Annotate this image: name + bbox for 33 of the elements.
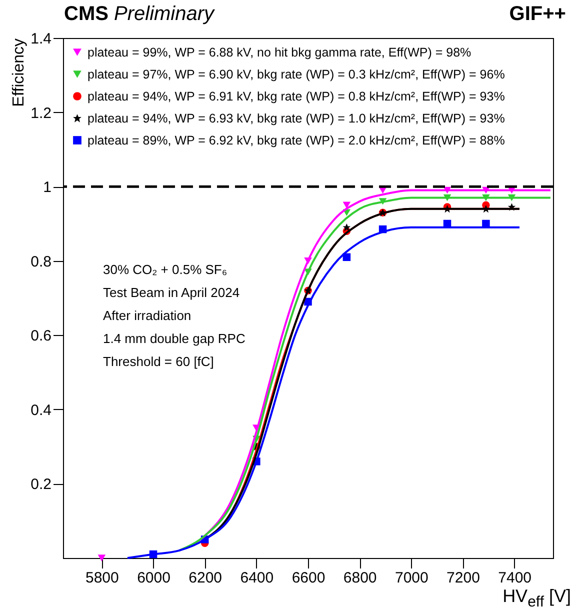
y-tick-label: 0.4 [30,402,52,419]
point [342,224,351,232]
point [98,554,106,562]
x-tick-label: 6400 [240,570,274,586]
y-tick-label: 1 [43,179,52,196]
x-axis-title: HV$_{eff}$ [V] [502,586,571,611]
annotation: After irradiation [103,308,192,323]
x-tick-label: 6200 [188,570,222,586]
y-axis-title: Efficiency [10,38,28,107]
annotation: 1.4 mm double gap RPC [103,331,246,346]
annotation: 30% CO₂ + 0.5% SF₆ [103,262,228,277]
x-tick-label: 7000 [394,570,428,586]
legend-label: plateau = 99%, WP = 6.88 kV, no hit bkg gamma rate, Eff(WP) = 98% [88,45,472,60]
y-tick-label: 0.6 [30,328,52,345]
chart-subtitle: GIF++ [509,3,566,26]
x-tick-label: 7400 [498,570,532,586]
legend-label: plateau = 97%, WP = 6.90 kV, bkg rate (WP) = 0.3 kHz/cm², Eff(WP) = 96% [88,67,505,82]
legend-label: plateau = 94%, WP = 6.91 kV, bkg rate (WP) = 0.8 kHz/cm², Eff(WP) = 93% [88,89,505,104]
x-tick-label: 6000 [137,570,170,586]
point [342,202,351,208]
y-tick-label: 0.8 [30,253,52,270]
y-tick-label: 1.4 [30,30,52,48]
annotation: Threshold = 60 [fC] [103,354,214,369]
x-tick-label: 6600 [292,570,326,586]
annotation: Test Beam in April 2024 [103,285,240,300]
legend-label: plateau = 89%, WP = 6.92 kV, bkg rate (WP) = 2.0 kHz/cm², Eff(WP) = 88% [88,133,505,148]
x-tick-label: 6800 [343,570,377,586]
chart-title: CMS Preliminary [64,3,214,25]
y-tick-label: 1.2 [30,104,52,122]
x-tick-label: 5800 [85,570,119,586]
y-tick-label: 0.2 [30,476,52,494]
x-tick-label: 7200 [446,570,480,586]
legend-label: plateau = 94%, WP = 6.93 kV, bkg rate (WP) = 1.0 kHz/cm², Eff(WP) = 93% [88,111,505,126]
